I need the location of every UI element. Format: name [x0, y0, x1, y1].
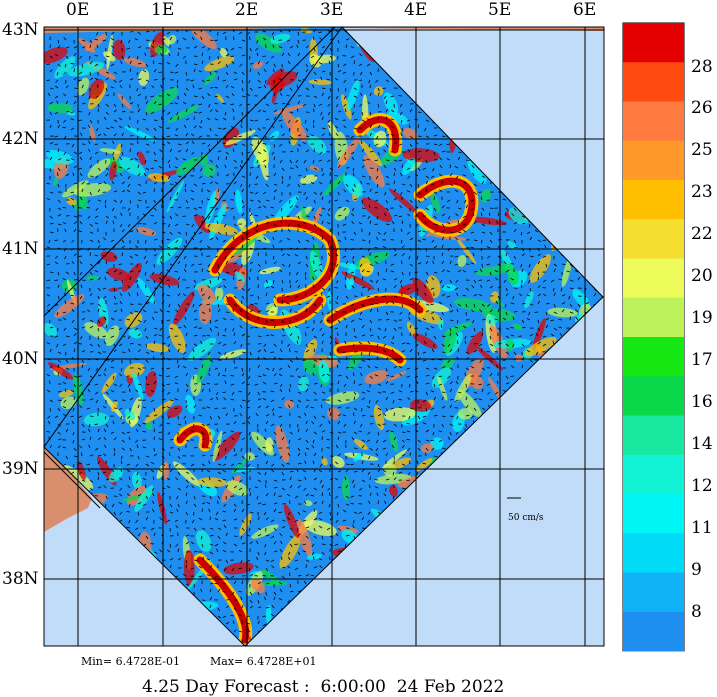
lat-label-41N: 41N — [2, 239, 39, 259]
colorbar-label: 22 — [691, 224, 713, 244]
colorbar-label: 8 — [691, 602, 702, 622]
lon-label-0E: 0E — [66, 0, 90, 20]
colorbar-label: 23 — [691, 182, 713, 202]
graticule — [44, 27, 604, 646]
colorbar-label: 12 — [691, 476, 713, 496]
colorbar-label: 17 — [691, 350, 713, 370]
lat-label-42N: 42N — [2, 129, 39, 149]
lon-label-2E: 2E — [235, 0, 259, 20]
colorbar-cell — [623, 494, 684, 534]
colorbar-cell — [623, 101, 684, 142]
lat-label-40N: 40N — [2, 349, 39, 369]
lon-label-5E: 5E — [488, 0, 512, 20]
colorbar-label: 28 — [691, 57, 713, 77]
colorbar-cell — [623, 454, 684, 495]
domain-diagonal-south — [43, 451, 101, 509]
colorbar-cell — [623, 572, 684, 613]
colorbar-label: 9 — [691, 560, 702, 580]
colorbar-cell — [623, 376, 684, 416]
colorbar-cell — [623, 140, 684, 181]
colorbar-cell — [623, 23, 684, 63]
lon-label-3E: 3E — [320, 0, 344, 20]
colorbar-label: 16 — [691, 392, 713, 412]
colorbar-label: 14 — [691, 434, 713, 454]
colorbar — [623, 23, 684, 652]
colorbar-label: 11 — [691, 518, 713, 538]
colorbar-label: 25 — [691, 140, 713, 160]
lat-label-38N: 38N — [2, 569, 39, 589]
colorbar-cell — [623, 219, 684, 259]
lon-label-4E: 4E — [404, 0, 428, 20]
colorbar-cell — [623, 297, 684, 338]
colorbar-cell — [623, 533, 684, 573]
colorbar-cell — [623, 337, 684, 377]
colorbar-cell — [623, 180, 684, 220]
scale-vector-label: 50 cm/s — [508, 513, 544, 523]
forecast-caption: 4.25 Day Forecast : 6:00:00 24 Feb 2022 — [142, 677, 505, 697]
max-value: Max= 6.4728E+01 — [210, 655, 317, 668]
domain-diagonal-north — [43, 26, 336, 317]
colorbar-cell — [623, 258, 684, 299]
colorbar-label: 19 — [691, 308, 713, 328]
colorbar-cell — [623, 415, 684, 456]
colorbar-label: 20 — [691, 266, 713, 286]
lon-label-1E: 1E — [151, 0, 175, 20]
lat-label-43N: 43N — [2, 20, 39, 40]
lon-label-6E: 6E — [573, 0, 597, 20]
min-value: Min= 6.4728E-01 — [81, 655, 181, 668]
colorbar-cell — [623, 611, 684, 652]
colorbar-label: 26 — [691, 98, 713, 118]
map-frame — [43, 26, 605, 647]
colorbar-cell — [623, 62, 684, 102]
lat-label-39N: 39N — [2, 459, 39, 479]
